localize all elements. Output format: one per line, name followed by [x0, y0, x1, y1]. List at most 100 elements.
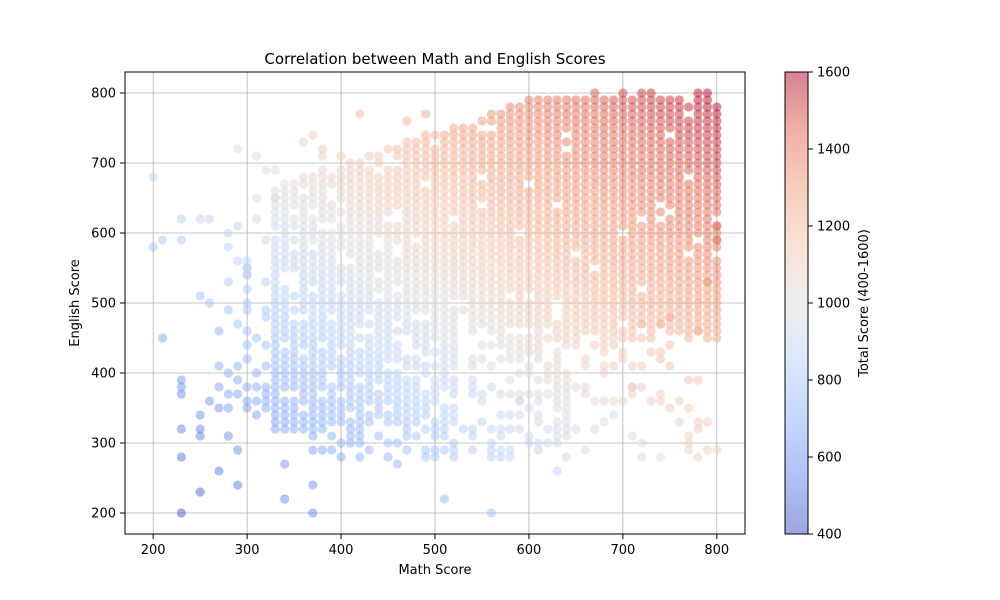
data-point: [533, 326, 543, 336]
data-point: [298, 228, 309, 238]
data-point: [674, 396, 684, 406]
data-point: [655, 158, 666, 168]
data-point: [486, 144, 496, 154]
data-point: [505, 249, 515, 259]
data-point: [467, 144, 478, 154]
data-point: [477, 340, 487, 350]
data-point: [524, 312, 534, 322]
data-point: [646, 396, 656, 406]
data-point: [514, 340, 525, 350]
colorbar-tick-label: 600: [817, 451, 842, 466]
data-point: [298, 200, 309, 210]
data-point: [383, 144, 393, 154]
data-point: [496, 172, 506, 182]
data-point: [552, 242, 562, 252]
data-point: [486, 165, 496, 175]
data-point: [308, 396, 318, 406]
data-point: [439, 277, 449, 287]
data-point: [712, 186, 722, 196]
data-point: [364, 228, 374, 238]
data-point: [674, 263, 684, 273]
data-point: [674, 186, 684, 196]
data-point: [383, 270, 393, 280]
data-point: [665, 312, 675, 322]
data-point: [280, 200, 290, 210]
data-point: [364, 200, 374, 210]
data-point: [392, 396, 403, 406]
data-point: [467, 235, 478, 245]
data-point: [684, 158, 694, 168]
data-point: [637, 312, 647, 322]
data-point: [505, 284, 515, 294]
data-point: [702, 123, 713, 133]
data-point: [402, 305, 412, 315]
data-point: [486, 193, 496, 203]
chart-title: Correlation between Math and English Sco…: [264, 50, 605, 68]
data-point: [298, 382, 309, 392]
data-point: [665, 186, 675, 196]
data-point: [364, 186, 374, 196]
data-point: [627, 186, 637, 196]
data-point: [552, 382, 562, 392]
data-point: [477, 235, 487, 245]
data-point: [590, 144, 600, 154]
data-point: [280, 410, 290, 420]
data-point: [364, 389, 374, 399]
data-point: [364, 179, 374, 189]
data-point: [580, 130, 590, 140]
data-point: [505, 123, 515, 133]
data-point: [345, 424, 356, 434]
data-point: [655, 389, 666, 399]
data-point: [674, 109, 684, 119]
data-point: [289, 291, 299, 301]
data-point: [458, 228, 468, 238]
data-point: [458, 424, 468, 434]
data-point: [665, 200, 675, 210]
data-point: [374, 277, 384, 287]
data-point: [693, 200, 703, 210]
data-point: [571, 193, 581, 203]
data-point: [392, 291, 403, 301]
data-point: [637, 144, 647, 154]
data-point: [674, 193, 684, 203]
data-point: [524, 207, 534, 217]
data-point: [402, 431, 412, 441]
data-point: [514, 151, 525, 161]
data-point: [580, 389, 590, 399]
data-point: [561, 319, 572, 329]
data-point: [627, 221, 637, 231]
data-point: [449, 417, 459, 427]
data-point: [590, 298, 600, 308]
data-point: [411, 249, 421, 259]
data-point: [702, 130, 713, 140]
data-point: [684, 403, 694, 413]
data-point: [327, 382, 337, 392]
data-point: [486, 424, 496, 434]
data-point: [599, 137, 609, 147]
data-point: [270, 382, 280, 392]
data-point: [242, 263, 252, 273]
y-tick-label: 600: [91, 227, 116, 242]
data-point: [270, 221, 280, 231]
data-point: [289, 326, 299, 336]
x-axis-ticks: 200 300 400 500 600 700 800: [141, 534, 729, 558]
data-point: [458, 123, 468, 133]
data-point: [467, 291, 478, 301]
data-point: [289, 256, 299, 266]
data-point: [608, 95, 619, 105]
data-point: [599, 116, 609, 126]
data-point: [421, 333, 431, 343]
data-point: [580, 109, 590, 119]
data-point: [411, 256, 421, 266]
data-point: [336, 410, 346, 420]
data-point: [402, 424, 412, 434]
data-point: [467, 249, 478, 259]
data-point: [514, 102, 525, 112]
x-tick-label: 600: [517, 543, 542, 558]
data-point: [655, 298, 666, 308]
data-point: [298, 172, 309, 182]
data-point: [345, 200, 356, 210]
data-point: [270, 354, 280, 364]
data-point: [712, 130, 722, 140]
data-point: [383, 277, 393, 287]
